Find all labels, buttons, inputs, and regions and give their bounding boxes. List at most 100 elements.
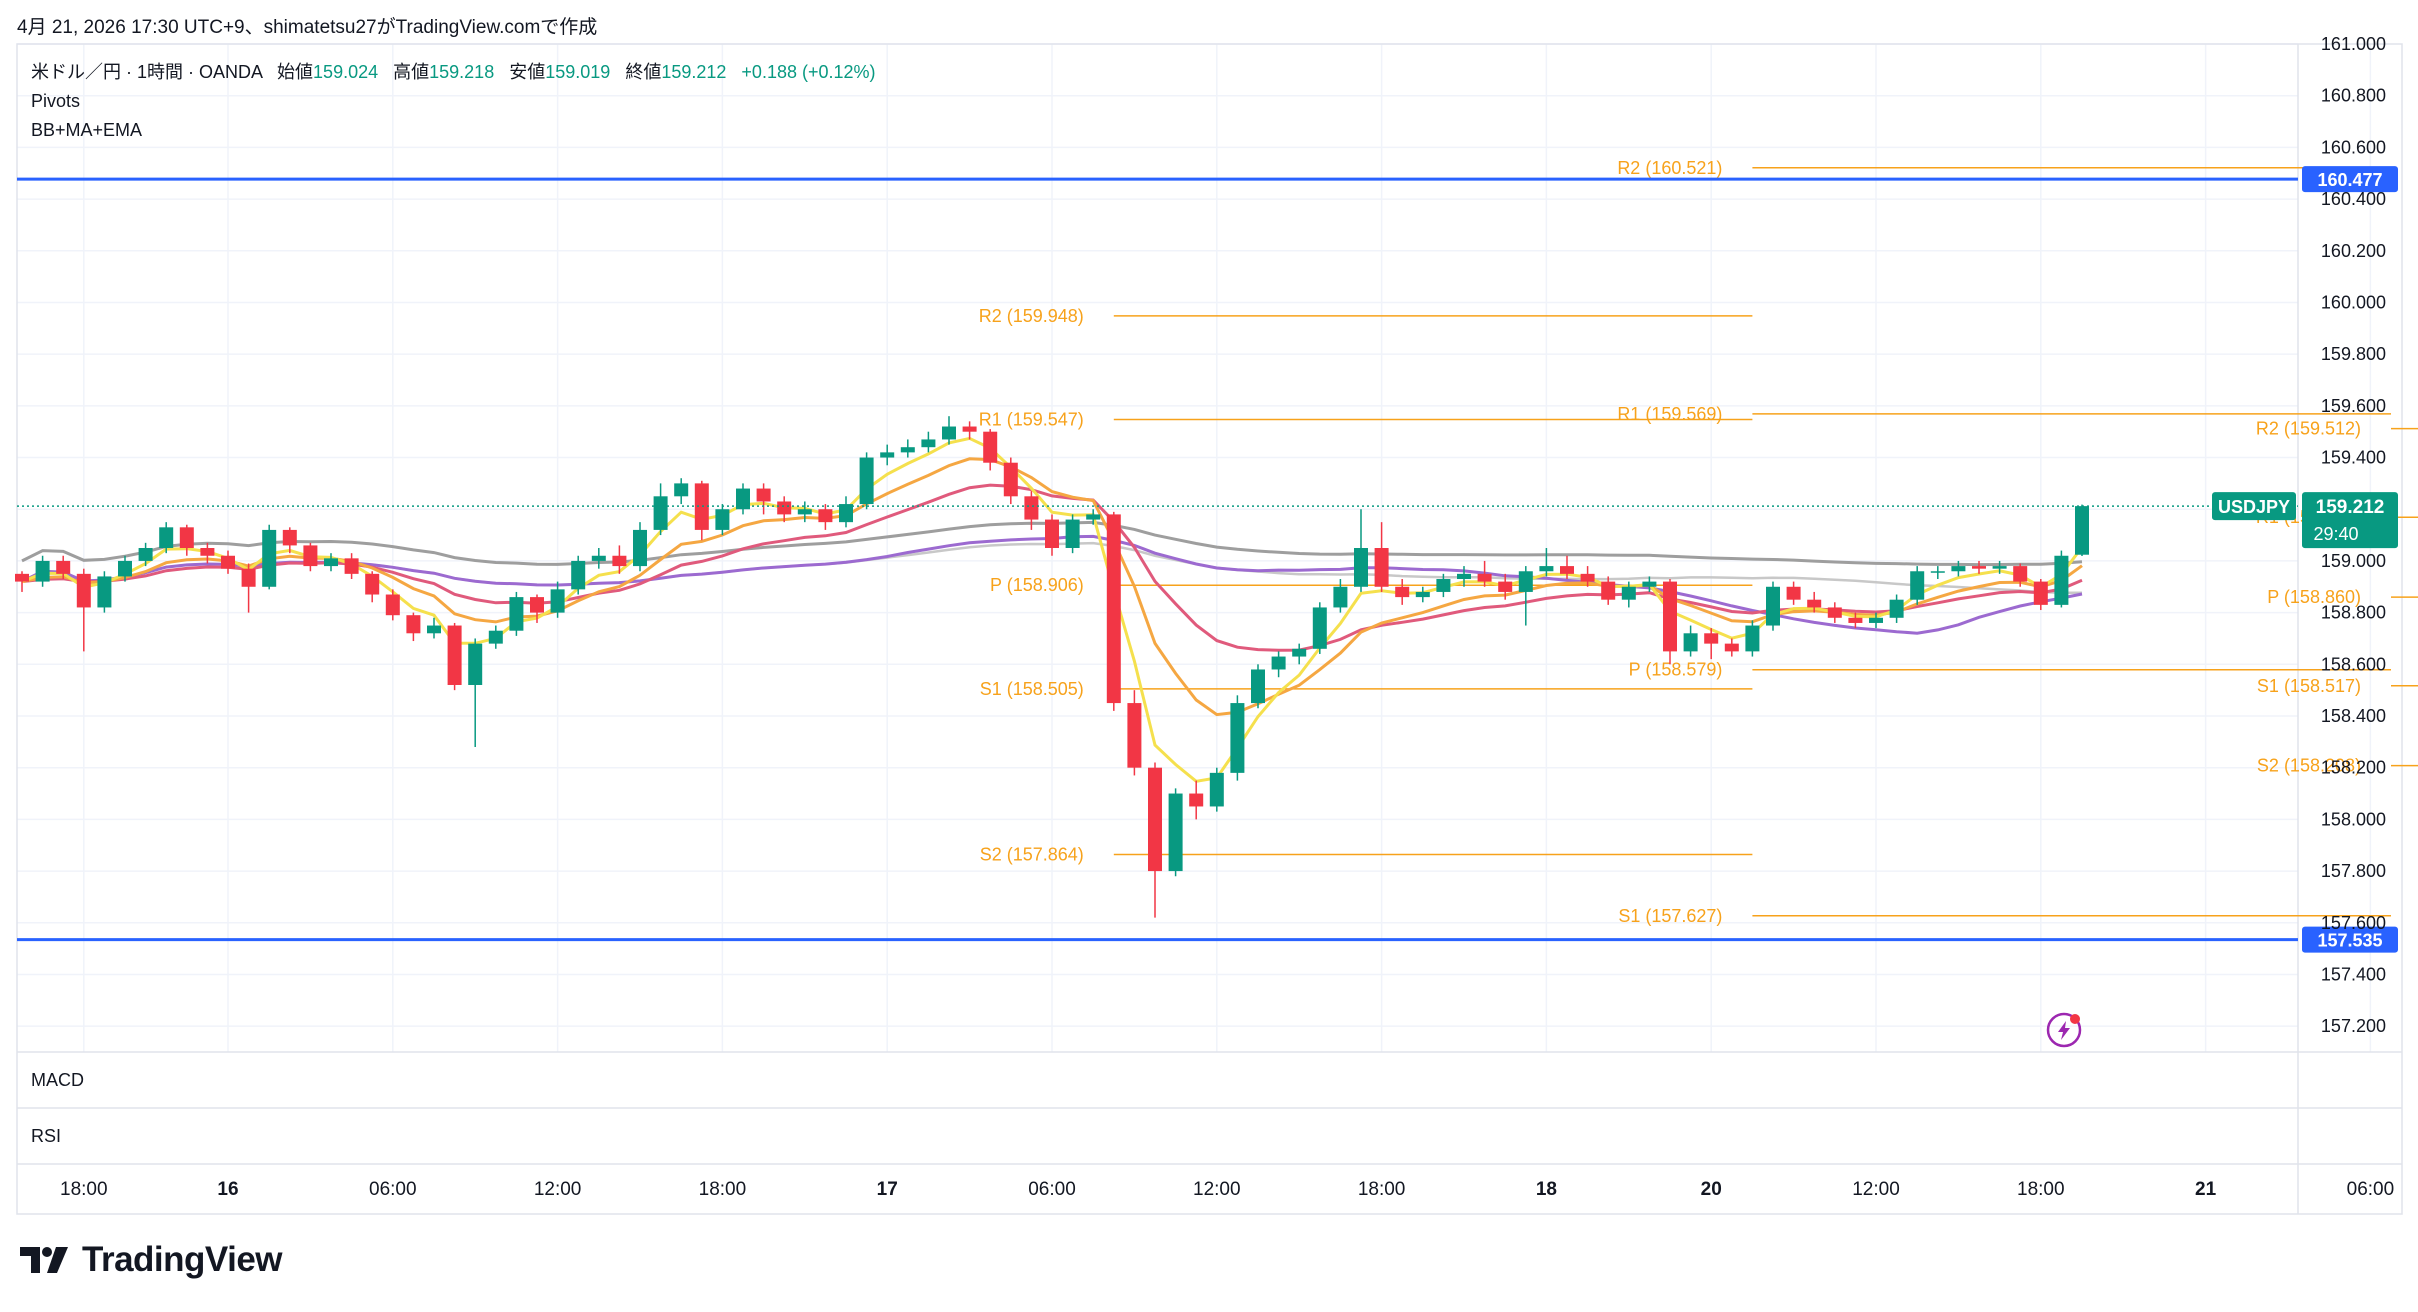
high-value: 159.218: [429, 62, 495, 82]
price-tag-value: 159.212: [2316, 497, 2385, 518]
candle-body: [1168, 793, 1183, 872]
candle-body: [674, 483, 689, 497]
candle-body: [859, 457, 874, 505]
indicator-pivots[interactable]: Pivots: [31, 91, 81, 111]
tradingview-logo[interactable]: TradingView: [20, 1240, 283, 1280]
candle-body: [1230, 703, 1245, 773]
candle-body: [1930, 571, 1945, 573]
macd-pane-label[interactable]: MACD: [31, 1070, 84, 1090]
candle-body: [427, 625, 441, 634]
candle-body: [1518, 571, 1533, 592]
candle-body: [1457, 573, 1471, 580]
ema-orange-line: [21, 457, 2083, 717]
candle-body: [221, 555, 235, 569]
candle-body: [118, 560, 132, 577]
candle-body: [97, 576, 112, 608]
time-axis[interactable]: 18:00 16 06:00 12:00 18:00 17 06:00 12:00 18:00 1…: [60, 1179, 2418, 1200]
ema-yellow-line: [21, 436, 2084, 783]
x-tick-label: 18: [1536, 1179, 1557, 1200]
lightning-icon[interactable]: [2046, 1012, 2082, 1048]
brand-name: TradingView: [82, 1240, 283, 1279]
x-tick-label: 06:00: [369, 1179, 417, 1200]
low-value: 159.019: [545, 62, 611, 82]
candle-body: [1972, 566, 1986, 569]
candle-body: [962, 426, 977, 432]
candle-body: [1415, 591, 1430, 598]
pivot-label-p: P (158.906): [990, 575, 1084, 595]
candle-body: [1869, 617, 1883, 623]
pivot-label-r2: R2 (159.948): [979, 306, 1084, 326]
candle-body: [35, 560, 50, 582]
open-value: 159.024: [313, 62, 379, 82]
candle-body: [612, 555, 627, 567]
candle-body: [179, 527, 194, 548]
candle-body: [983, 431, 998, 463]
close-value: 159.212: [661, 62, 727, 82]
candle-body: [694, 483, 709, 530]
candle-body: [1848, 617, 1863, 623]
symbol-info[interactable]: 米ドル／円 · 1時間 · OANDA: [31, 62, 263, 82]
candle-body: [591, 555, 606, 561]
candle-body: [1271, 656, 1286, 670]
candle-body: [15, 573, 29, 582]
candle-body: [1148, 767, 1162, 872]
candle-body: [942, 426, 956, 440]
y-tick-label: 160.400: [2321, 189, 2386, 209]
candle-body: [262, 529, 277, 587]
pivot-label-s1: S1 (157.627): [1618, 906, 1722, 926]
candle-body: [1642, 581, 1657, 587]
candle-body: [406, 615, 421, 634]
pivot-label-r2: R2 (160.521): [1617, 158, 1722, 178]
candle-body: [1065, 519, 1080, 548]
candle-body: [303, 545, 318, 567]
change-value: +0.188 (+0.12%): [741, 62, 876, 82]
candle-body: [385, 594, 400, 616]
candle-body: [447, 625, 462, 685]
y-tick-label: 157.400: [2321, 964, 2386, 984]
y-tick-label: 159.000: [2321, 551, 2386, 571]
x-tick-label: 06:00: [1028, 1179, 1076, 1200]
candle-body: [1251, 669, 1265, 704]
symbol-tag-label: USDJPY: [2218, 497, 2290, 517]
high-label: 高値: [393, 62, 430, 82]
y-tick-label: 157.200: [2321, 1016, 2386, 1036]
close-label: 終値: [625, 62, 662, 82]
x-tick-label: 06:00: [2347, 1179, 2395, 1200]
candle-body: [1745, 625, 1760, 652]
bar-countdown: 29:40: [2313, 524, 2358, 544]
x-tick-label: 12:00: [1852, 1179, 1900, 1200]
horizontal-line-tag: [2302, 166, 2398, 193]
pivot-label-r1: R1 (159.569): [1617, 404, 1722, 424]
candle-body: [488, 630, 503, 644]
y-tick-label: 160.200: [2321, 241, 2386, 261]
x-tick-label: 17: [877, 1179, 898, 1200]
candle-body: [1436, 579, 1451, 592]
candle-body: [530, 597, 544, 613]
low-label: 安値: [509, 62, 546, 82]
x-tick-label: 12:00: [1193, 1179, 1241, 1200]
x-tick-label: 18:00: [1358, 1179, 1406, 1200]
rsi-pane-label[interactable]: RSI: [31, 1126, 61, 1146]
candle-body: [1127, 703, 1142, 768]
indicator-bb-ma-ema[interactable]: BB+MA+EMA: [31, 120, 143, 140]
candle-body: [1024, 496, 1039, 520]
candle-body: [344, 558, 359, 574]
candle-body: [1683, 633, 1698, 652]
candle-body: [1580, 573, 1595, 582]
candle-body: [1106, 514, 1121, 704]
horizontal-lines[interactable]: 160.477 157.535: [17, 166, 2398, 953]
candle-body: [1395, 586, 1410, 598]
candle-body: [550, 589, 565, 613]
candle-body: [1951, 566, 1966, 572]
pivot-label-s2: S2 (158.208): [2257, 756, 2361, 776]
y-tick-label: 158.400: [2321, 706, 2386, 726]
candle-body: [468, 643, 483, 685]
candle-body: [839, 504, 853, 523]
price-axis[interactable]: 157.200 157.400 157.600 157.800 158.000 158.2…: [2321, 34, 2386, 1036]
pivot-label-s1: S1 (158.505): [980, 679, 1084, 699]
candle-body: [1724, 643, 1739, 652]
x-tick-label: 18:00: [60, 1179, 108, 1200]
candle-body: [1209, 772, 1224, 807]
symbol-ohlc-row[interactable]: 米ドル／円 · 1時間 · OANDA 始値159.024 高値159.218 …: [31, 58, 876, 87]
price-chart[interactable]: R2 (159.948) R1 (159.547) P (158.906) S1 (1…: [0, 0, 2418, 1230]
